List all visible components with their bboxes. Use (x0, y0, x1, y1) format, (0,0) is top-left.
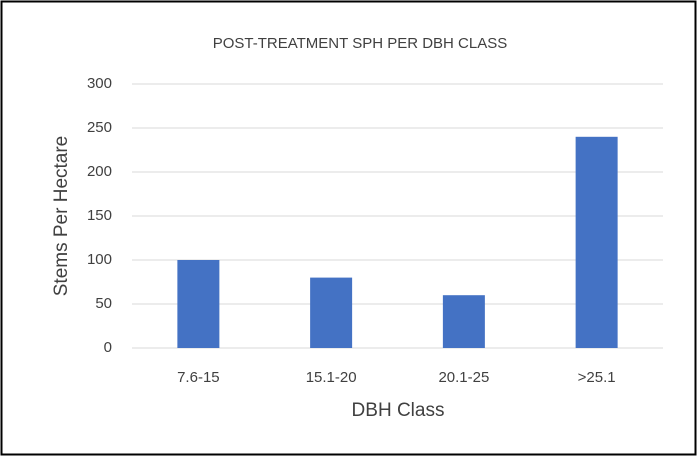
y-tick-label: 50 (95, 295, 112, 312)
bar (442, 295, 485, 348)
bar (575, 136, 618, 348)
x-tick-label: >25.1 (578, 369, 616, 386)
y-tick-label: 100 (87, 251, 112, 268)
y-tick-label: 300 (87, 75, 112, 92)
y-tick-label: 0 (104, 339, 112, 356)
chart-title: POST-TREATMENT SPH PER DBH CLASS (213, 35, 508, 52)
x-tick-label: 20.1-25 (438, 369, 489, 386)
y-tick-label: 200 (87, 163, 112, 180)
bar (310, 277, 353, 348)
y-tick-label: 250 (87, 119, 112, 136)
y-axis-label: Stems Per Hectare (51, 136, 72, 297)
x-axis-label: DBH Class (352, 400, 445, 421)
x-tick-label: 7.6-15 (177, 369, 220, 386)
y-tick-label: 150 (87, 207, 112, 224)
bar (177, 260, 220, 348)
x-tick-label: 15.1-20 (306, 369, 357, 386)
